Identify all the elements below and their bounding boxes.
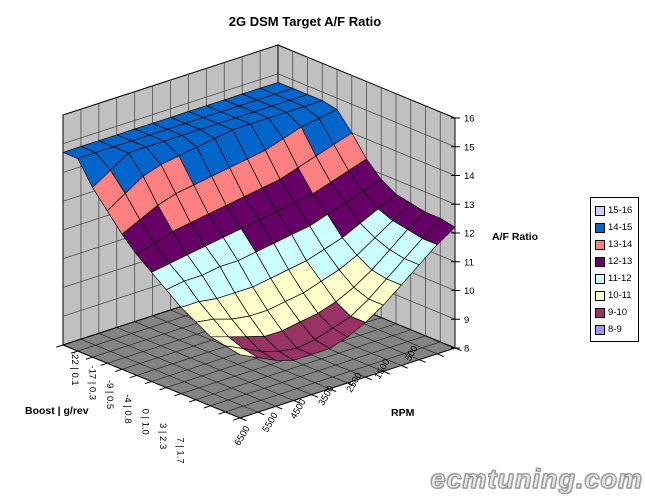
legend-swatch	[595, 324, 605, 335]
boost-axis-tick	[203, 405, 211, 409]
grid-line	[98, 333, 276, 407]
boost-axis-tick	[233, 417, 241, 421]
rpm-axis-tick	[329, 388, 337, 392]
boost-tick-label: -22 | 0.1	[69, 351, 80, 386]
z-tick-label: 11	[464, 257, 474, 268]
rpm-axis-tick	[436, 353, 444, 357]
boost-tick-label: 0 | 1.0	[139, 409, 150, 435]
boost-tick-label: -4 | 0.8	[122, 394, 133, 423]
rpm-axis-tick	[454, 347, 462, 352]
legend-label: 13-14	[608, 239, 633, 250]
grid-line	[134, 321, 312, 395]
boost-axis-tick	[115, 368, 123, 372]
rpm-axis-tick	[365, 376, 373, 381]
x-axis-title: RPM	[391, 407, 415, 419]
rpm-axis-tick	[275, 405, 283, 410]
boost-axis-tick	[56, 344, 64, 348]
rpm-axis-tick	[383, 370, 390, 375]
z-tick-label: 10	[464, 286, 475, 297]
legend-swatch	[595, 290, 605, 301]
z-tick-label: 16	[464, 114, 475, 125]
legend-label: 8-9	[608, 324, 622, 335]
boost-tick-label: 3 | 2.3	[157, 423, 168, 449]
boost-axis-tick	[218, 411, 226, 415]
rpm-axis-tick	[311, 394, 319, 398]
legend-label: 11-12	[608, 273, 632, 284]
legend: 15-16 14-15 13-14 12-13 11-12 10-11 9-10 8-9	[590, 197, 639, 342]
surface-cell	[224, 345, 259, 358]
boost-axis-tick	[129, 374, 137, 379]
rpm-axis-tick	[257, 411, 265, 416]
z-tick-label: 9	[464, 315, 469, 326]
z-tick-label: 12	[464, 229, 475, 240]
legend-label: 10-11	[608, 290, 632, 301]
legend-item: 15-16	[595, 202, 636, 219]
z-tick-label: 14	[464, 171, 475, 182]
boost-axis-tick	[188, 399, 196, 403]
y-axis-title: Boost | g/rev	[25, 405, 89, 417]
rpm-axis-tick	[293, 400, 301, 404]
rpm-axis-tick	[239, 417, 247, 422]
legend-item: 13-14	[595, 236, 636, 253]
z-tick-label: 8	[464, 344, 469, 355]
grid-line	[62, 73, 279, 145]
legend-item: 9-10	[595, 304, 636, 321]
z-axis-title: A/F Ratio	[492, 231, 538, 243]
legend-swatch	[595, 273, 605, 284]
boost-tick-label: 7 | 1.7	[175, 437, 186, 463]
legend-label: 15-16	[608, 205, 633, 216]
boost-axis-tick	[174, 393, 182, 397]
boost-axis-tick	[159, 387, 167, 391]
grid-line	[116, 327, 294, 401]
legend-label: 9-10	[608, 307, 628, 318]
legend-item: 11-12	[595, 270, 636, 287]
z-tick-label: 13	[464, 200, 475, 211]
boost-axis-tick	[100, 362, 108, 366]
legend-swatch	[595, 256, 605, 267]
boost-tick-label: -9 | 0.5	[104, 380, 115, 409]
z-tick-label: 15	[464, 142, 475, 153]
legend-swatch	[595, 222, 605, 233]
legend-swatch	[595, 307, 605, 318]
boost-axis-tick	[70, 350, 78, 354]
legend-item: 14-15	[595, 219, 636, 236]
rpm-axis-tick	[347, 382, 355, 387]
watermark: ecmtuning.com	[430, 463, 643, 494]
legend-item: 10-11	[595, 287, 636, 304]
boost-tick-label: -17 | 0.3	[87, 365, 98, 400]
rpm-axis-tick	[418, 359, 426, 363]
rpm-axis-tick	[401, 365, 408, 369]
legend-label: 12-13	[608, 256, 633, 267]
chart-title: 2G DSM Target A/F Ratio	[228, 14, 382, 29]
legend-item: 12-13	[595, 253, 636, 270]
boost-axis-tick	[144, 381, 152, 385]
grid-line	[80, 338, 259, 413]
legend-swatch	[595, 205, 605, 216]
legend-label: 14-15	[608, 222, 633, 233]
boost-axis-tick	[85, 356, 93, 360]
legend-swatch	[595, 239, 605, 250]
rpm-tick-label: 6500	[233, 424, 253, 448]
grid-line	[277, 73, 456, 148]
legend-item: 8-9	[595, 321, 636, 338]
